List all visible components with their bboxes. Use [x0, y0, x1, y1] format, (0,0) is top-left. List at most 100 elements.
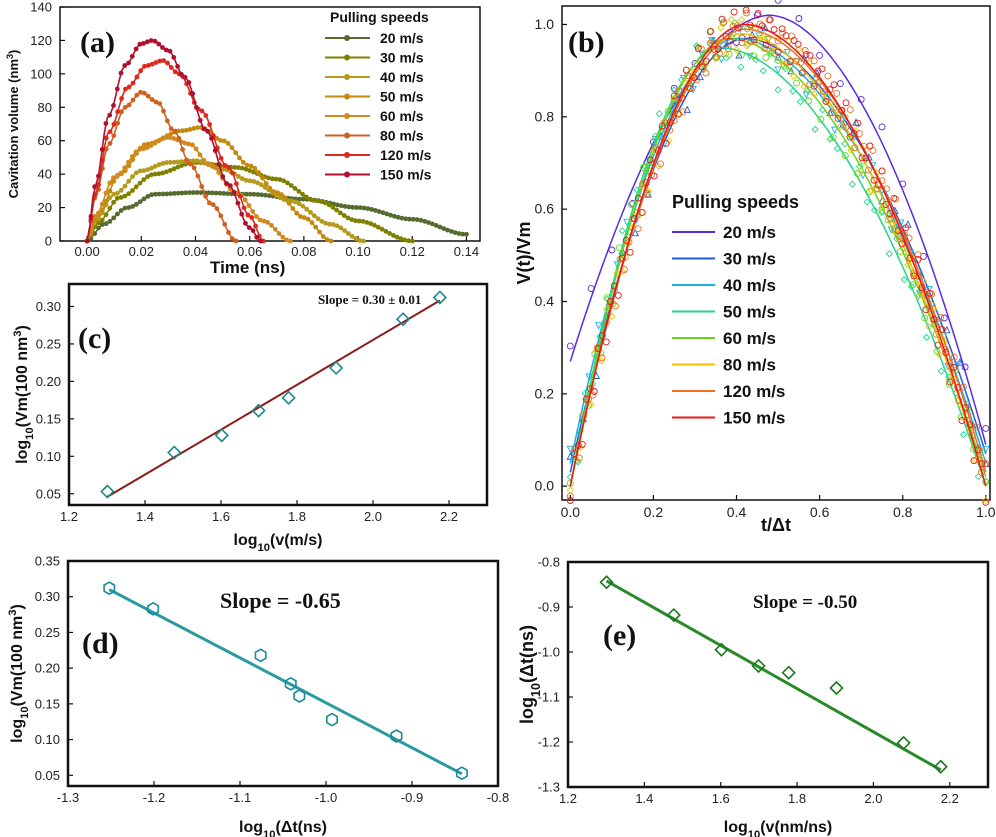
data-point: [902, 224, 910, 232]
data-point: [232, 165, 238, 170]
data-point: [904, 220, 912, 228]
data-point: [156, 162, 162, 168]
data-point: [222, 221, 228, 227]
plot-frame: [561, 5, 991, 501]
data-point: [851, 144, 859, 152]
data-point: [448, 229, 454, 234]
panel-e: -0.8 -0.9 -1.0 -1.1 -1.2 -1.31.2 1.4 1.6 1.8 2.0 2…: [517, 555, 990, 837]
data-point: [627, 200, 635, 208]
y-axis-label: log10(Vm(100 nm3): [12, 325, 36, 464]
data-point: [216, 161, 222, 167]
data-point: [862, 145, 871, 153]
data-point: [216, 170, 222, 176]
data-point: [255, 192, 261, 197]
data-point: [906, 254, 914, 262]
data-point: [618, 227, 626, 235]
data-point: [225, 191, 230, 197]
data-point: [149, 61, 155, 67]
data-point: [122, 165, 128, 171]
data-point: [974, 472, 983, 481]
data-point: [885, 250, 894, 258]
data-point: [410, 216, 416, 222]
series-line: [569, 28, 987, 487]
data-point: [353, 218, 358, 224]
data-point: [878, 123, 886, 131]
data-point: [770, 43, 778, 51]
data-point: [346, 204, 352, 210]
data-point: [982, 424, 990, 432]
data-point: [126, 178, 132, 184]
x-tick-label: -0.9: [401, 790, 423, 805]
data-point: [826, 108, 834, 117]
data-point: [816, 51, 824, 59]
data-point: [566, 342, 574, 350]
data-point: [103, 198, 109, 204]
data-point: [925, 285, 933, 294]
data-point: [761, 23, 769, 32]
x-tick-label: -1.0: [315, 790, 337, 805]
series-line: [569, 23, 987, 487]
data-point: [258, 182, 264, 188]
data-point: [195, 173, 201, 179]
data-point: [209, 190, 215, 196]
data-point: [894, 226, 902, 234]
legend-label: 40 m/s: [723, 276, 776, 295]
x-tick-label: 1.2: [60, 509, 78, 524]
data-point: [225, 141, 231, 146]
data-point: [153, 191, 158, 197]
data-point: [863, 198, 871, 206]
data-point: [719, 19, 727, 27]
y-tick-label: 0.6: [535, 201, 555, 217]
data-point: [774, 48, 782, 56]
data-point: [762, 53, 770, 61]
x-tick-label: 0.2: [644, 504, 664, 520]
data-point: [186, 141, 192, 147]
data-point: [129, 154, 135, 159]
data-point: [111, 121, 117, 127]
y-tick-label: -1.2: [538, 735, 560, 750]
data-point: [217, 190, 223, 196]
data-point: [943, 325, 951, 334]
data-point: [261, 218, 267, 224]
data-point: [206, 190, 211, 196]
data-point: [787, 66, 795, 75]
y-tick-label: 60: [38, 133, 52, 148]
data-point: [247, 178, 253, 184]
legend-label: 30 m/s: [380, 50, 424, 66]
data-point: [168, 160, 173, 165]
data-point: [271, 189, 277, 195]
data-point: [634, 194, 642, 202]
data-point: [114, 86, 120, 92]
data-point: [570, 450, 578, 458]
data-point: [92, 213, 97, 219]
data-point: [129, 53, 135, 59]
data-point: [455, 766, 468, 781]
data-point: [311, 213, 317, 219]
data-point: [145, 174, 151, 180]
data-point: [253, 223, 258, 229]
y-tick-label: 100: [30, 66, 52, 81]
data-point: [726, 37, 734, 45]
data-point: [111, 103, 116, 108]
data-point: [810, 90, 819, 98]
data-point: [982, 445, 990, 454]
data-point: [152, 164, 158, 169]
x-tick-label: 0.4: [727, 504, 747, 520]
data-point: [926, 289, 934, 297]
data-point: [282, 195, 288, 201]
data-point: [646, 156, 654, 164]
data-point: [935, 350, 943, 358]
data-point: [126, 191, 132, 197]
x-tick-label: 0.04: [183, 244, 208, 259]
series-line: [86, 136, 291, 242]
data-point: [580, 411, 588, 419]
data-point: [285, 180, 290, 186]
data-point: [758, 33, 767, 42]
data-point: [148, 38, 154, 43]
data-point: [122, 193, 128, 199]
data-point: [790, 72, 798, 80]
data-point: [319, 218, 325, 224]
data-point: [407, 216, 412, 222]
data-point: [675, 87, 683, 95]
data-point: [237, 194, 243, 199]
